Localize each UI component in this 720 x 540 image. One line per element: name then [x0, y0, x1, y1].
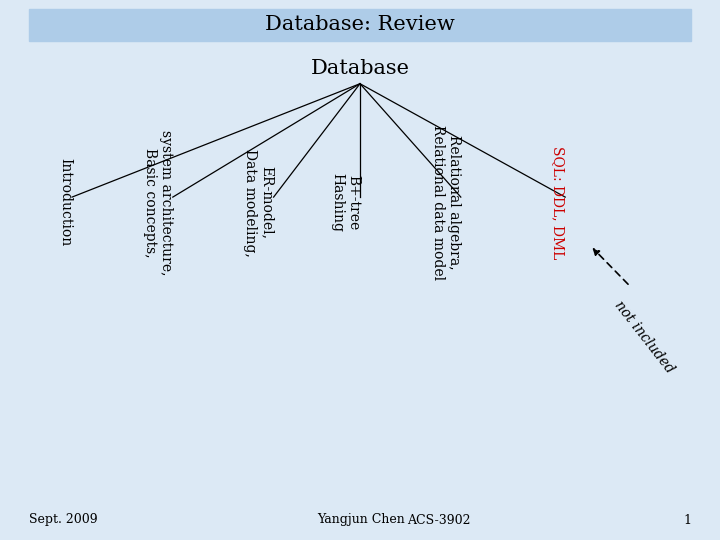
Text: 1: 1	[683, 514, 691, 526]
Text: ACS-3902: ACS-3902	[407, 514, 470, 526]
Text: B+-tree
Hashing: B+-tree Hashing	[330, 173, 360, 232]
FancyBboxPatch shape	[29, 9, 691, 40]
Text: system architecture,
Basic concepts,: system architecture, Basic concepts,	[143, 130, 173, 275]
Text: Introduction: Introduction	[58, 158, 72, 247]
Text: Relational algebra,
Relational data model: Relational algebra, Relational data mode…	[431, 125, 461, 280]
Text: SQL: DDL, DML: SQL: DDL, DML	[552, 146, 565, 259]
Text: not included: not included	[612, 299, 677, 376]
Text: Yangjun Chen: Yangjun Chen	[317, 514, 405, 526]
Text: Sept. 2009: Sept. 2009	[29, 514, 97, 526]
Text: Database: Review: Database: Review	[265, 15, 455, 35]
Text: Database: Database	[310, 59, 410, 78]
Text: ER-model,
Data modeling,: ER-model, Data modeling,	[243, 148, 274, 256]
